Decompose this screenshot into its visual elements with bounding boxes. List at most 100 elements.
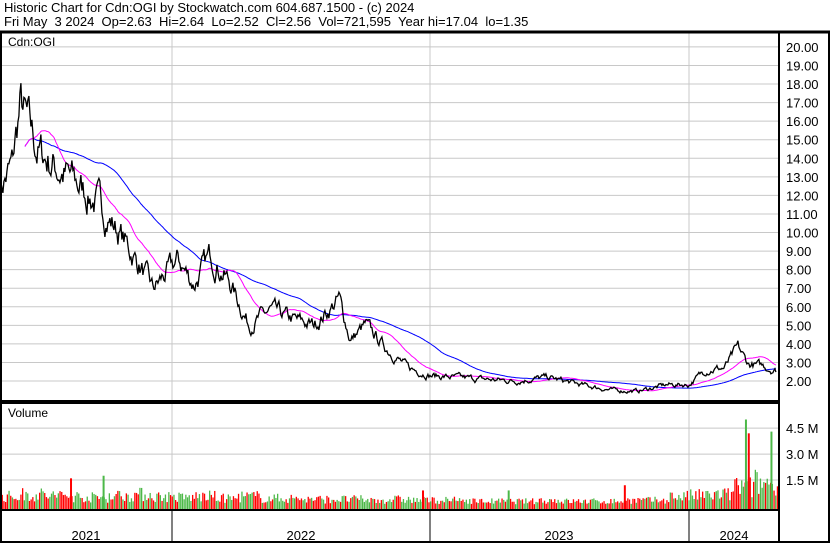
volume-bar <box>632 498 634 509</box>
volume-bar <box>288 498 291 509</box>
volume-bar <box>418 501 420 509</box>
volume-spike-bar <box>623 485 626 509</box>
volume-bar <box>662 498 665 509</box>
volume-bar <box>84 501 87 509</box>
volume-bar <box>605 503 607 509</box>
volume-bar <box>470 503 473 509</box>
volume-bar <box>484 502 486 509</box>
volume-bar <box>577 499 580 509</box>
volume-bar <box>494 500 496 509</box>
volume-bar <box>190 500 192 509</box>
volume-bar <box>243 496 245 509</box>
volume-bar <box>759 478 762 509</box>
volume-bar <box>3 501 5 509</box>
volume-bar <box>192 494 194 509</box>
volume-bar <box>86 496 88 509</box>
volume-bar <box>324 503 326 509</box>
volume-bar <box>107 502 109 509</box>
volume-bar <box>567 499 569 509</box>
volume-bar <box>154 501 156 509</box>
volume-bar <box>443 502 445 509</box>
price-tick-label: 15.00 <box>786 133 819 148</box>
volume-bar <box>45 497 48 509</box>
volume-spike-bar <box>747 433 750 509</box>
volume-bar <box>195 492 197 509</box>
volume-bar <box>81 498 83 509</box>
volume-bar <box>76 492 78 509</box>
volume-bar <box>678 494 680 509</box>
volume-bar <box>348 501 350 509</box>
volume-bar <box>35 494 37 509</box>
volume-bar <box>513 501 515 509</box>
volume-bar <box>487 501 490 509</box>
volume-bar <box>474 498 476 509</box>
volume-bar <box>231 499 233 509</box>
volume-bar <box>399 496 401 509</box>
volume-bar <box>202 492 204 509</box>
volume-bar <box>96 496 99 509</box>
volume-bar <box>164 494 167 509</box>
volume-bar <box>635 502 637 509</box>
year-label: 2021 <box>72 528 101 543</box>
volume-bar <box>521 499 524 509</box>
volume-bar <box>710 497 712 509</box>
price-tick-label: 4.00 <box>786 337 811 352</box>
volume-bar <box>651 501 653 509</box>
volume-bar <box>280 498 282 509</box>
volume-bar <box>402 499 405 509</box>
volume-bar <box>737 485 739 509</box>
volume-bar <box>688 500 690 509</box>
volume-bar <box>40 488 42 509</box>
volume-bar <box>319 495 321 509</box>
volume-bar <box>542 502 544 509</box>
volume-bar <box>766 478 768 509</box>
volume-bar <box>309 498 311 509</box>
volume-bar <box>27 493 29 509</box>
volume-bar <box>579 502 581 509</box>
price-tick-label: 3.00 <box>786 355 811 370</box>
volume-bar <box>79 497 82 509</box>
volume-bar <box>535 501 537 509</box>
volume-bar <box>251 492 253 509</box>
volume-bar <box>761 487 763 509</box>
volume-bar <box>406 500 408 509</box>
volume-bar <box>268 496 270 509</box>
volume-bar <box>33 501 36 509</box>
volume-bar <box>358 500 360 509</box>
volume-bar <box>545 503 547 509</box>
volume-bar <box>32 497 34 509</box>
volume-bar <box>93 493 95 509</box>
volume-bar <box>409 499 411 509</box>
volume-bar <box>163 498 165 509</box>
volume-bar <box>200 501 202 509</box>
volume-bar <box>591 498 593 509</box>
volume-bar <box>181 493 184 509</box>
volume-bar <box>152 500 155 509</box>
volume-bar <box>674 498 677 509</box>
volume-bar <box>679 498 682 509</box>
volume-bar <box>462 499 464 509</box>
volume-bar <box>661 500 663 509</box>
volume-bar <box>603 501 605 509</box>
volume-bar <box>118 491 121 509</box>
volume-bar <box>433 497 435 509</box>
long-moving-average-line <box>24 137 776 389</box>
volume-bar <box>110 499 112 509</box>
volume-bar <box>158 492 160 509</box>
volume-bar <box>356 498 359 509</box>
volume-bar <box>414 501 416 509</box>
volume-bar <box>560 501 563 509</box>
volume-bar <box>428 502 430 509</box>
volume-tick-label: 4.5 M <box>786 421 819 436</box>
volume-bar <box>314 500 316 509</box>
volume-bar <box>244 496 246 509</box>
volume-bar <box>758 493 760 509</box>
volume-bar <box>676 499 678 509</box>
volume-bar <box>472 498 474 509</box>
volume-bar <box>685 497 687 509</box>
volume-bar <box>654 496 656 509</box>
volume-bar <box>600 503 602 509</box>
volume-bar <box>273 494 275 509</box>
volume-bar <box>333 499 335 509</box>
volume-bar <box>176 501 178 509</box>
